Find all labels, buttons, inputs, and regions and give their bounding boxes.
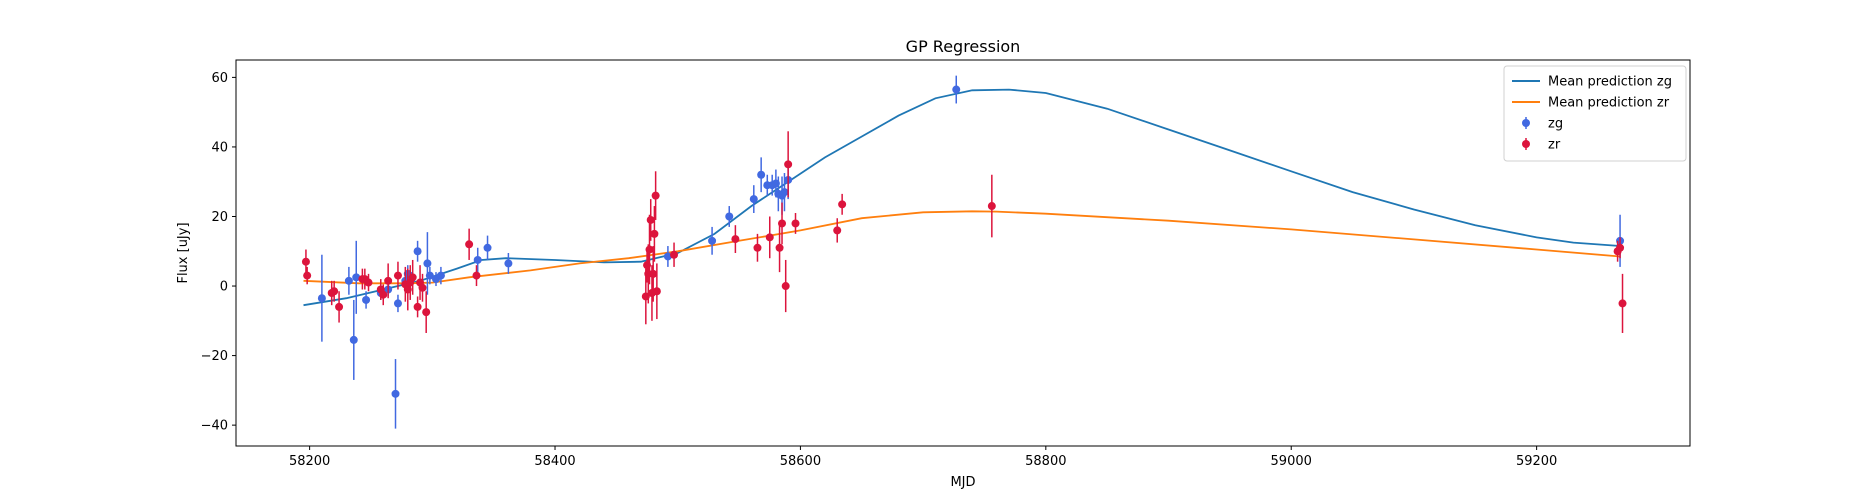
legend-box [1503, 65, 1687, 162]
legend-swatch [1522, 119, 1530, 127]
data-point [1616, 243, 1625, 252]
y-tick-label: −40 [201, 419, 228, 434]
data-point [418, 283, 427, 292]
series-zr [301, 131, 1627, 333]
data-point [649, 269, 658, 278]
data-point [393, 299, 402, 308]
legend-item: Mean prediction zr [1512, 96, 1670, 111]
data-point [708, 236, 717, 245]
data-point [749, 195, 758, 204]
data-point [473, 255, 482, 264]
data-point [765, 233, 774, 242]
data-point [780, 188, 789, 197]
data-point [425, 271, 434, 280]
y-axis: −40 −20 0 20 40 60 [201, 71, 236, 434]
data-point [1618, 299, 1627, 308]
data-point [301, 257, 310, 266]
data-point [646, 215, 655, 224]
plot-frame [235, 59, 1691, 447]
x-tick-label: 58600 [780, 454, 821, 469]
data-point [335, 302, 344, 311]
data-point [362, 295, 371, 304]
data-point [379, 290, 388, 299]
data-point [952, 85, 961, 94]
data-point [408, 273, 417, 282]
data-point [303, 271, 312, 280]
data-point [731, 235, 740, 244]
data-point [791, 219, 800, 228]
x-axis: 58200 58400 58600 58800 59000 59200 [289, 446, 1557, 469]
data-point [753, 243, 762, 252]
data-point [778, 219, 787, 228]
data-point [436, 271, 445, 280]
data-point [364, 278, 373, 287]
chart-title: GP Regression [906, 37, 1021, 56]
x-tick-label: 58400 [534, 454, 575, 469]
data-point [652, 287, 661, 296]
legend-label: zg [1548, 117, 1563, 132]
x-tick-label: 58800 [1025, 454, 1066, 469]
data-point [838, 200, 847, 209]
x-tick-label: 58200 [289, 454, 330, 469]
legend-item: zg [1522, 117, 1563, 132]
data-point [781, 282, 790, 291]
legend-label: zr [1548, 138, 1561, 153]
y-tick-label: 60 [211, 71, 228, 86]
legend-label: Mean prediction zg [1548, 75, 1672, 90]
x-tick-label: 59200 [1516, 454, 1557, 469]
y-axis-label: Flux [uJy] [176, 222, 191, 283]
data-point [352, 273, 361, 282]
data-point [472, 271, 481, 280]
data-point [422, 308, 431, 317]
data-point [483, 243, 492, 252]
data-point [775, 243, 784, 252]
data-point [349, 335, 358, 344]
data-point [987, 202, 996, 211]
plot-area [301, 75, 1627, 429]
series-zg [317, 75, 1625, 429]
legend-label: Mean prediction zr [1548, 96, 1670, 111]
data-point [784, 160, 793, 169]
legend: Mean prediction zg Mean prediction zr zg zr [1503, 65, 1687, 162]
x-tick-label: 59000 [1271, 454, 1312, 469]
data-point [413, 302, 422, 311]
x-axis-label: MJD [950, 475, 975, 490]
data-point [317, 294, 326, 303]
data-point [344, 276, 353, 285]
y-tick-label: 0 [220, 280, 228, 295]
y-tick-label: 40 [211, 140, 228, 155]
data-point [330, 287, 339, 296]
data-point [757, 170, 766, 179]
legend-swatch [1522, 140, 1530, 148]
data-point [725, 212, 734, 221]
data-point [663, 252, 672, 261]
data-point [465, 240, 474, 249]
data-point [413, 247, 422, 256]
data-point [650, 229, 659, 238]
data-point [645, 245, 654, 254]
data-point [393, 271, 402, 280]
data-point [423, 259, 432, 268]
legend-item: zr [1522, 138, 1561, 153]
series-line-mean-prediction-zr [303, 210, 1621, 285]
data-point [833, 226, 842, 235]
data-point [504, 259, 513, 268]
data-point [670, 250, 679, 259]
legend-item: Mean prediction zg [1512, 75, 1672, 90]
y-tick-label: −20 [201, 349, 228, 364]
data-point [651, 191, 660, 200]
data-point [391, 389, 400, 398]
y-tick-label: 20 [211, 210, 228, 225]
data-point [384, 276, 393, 285]
